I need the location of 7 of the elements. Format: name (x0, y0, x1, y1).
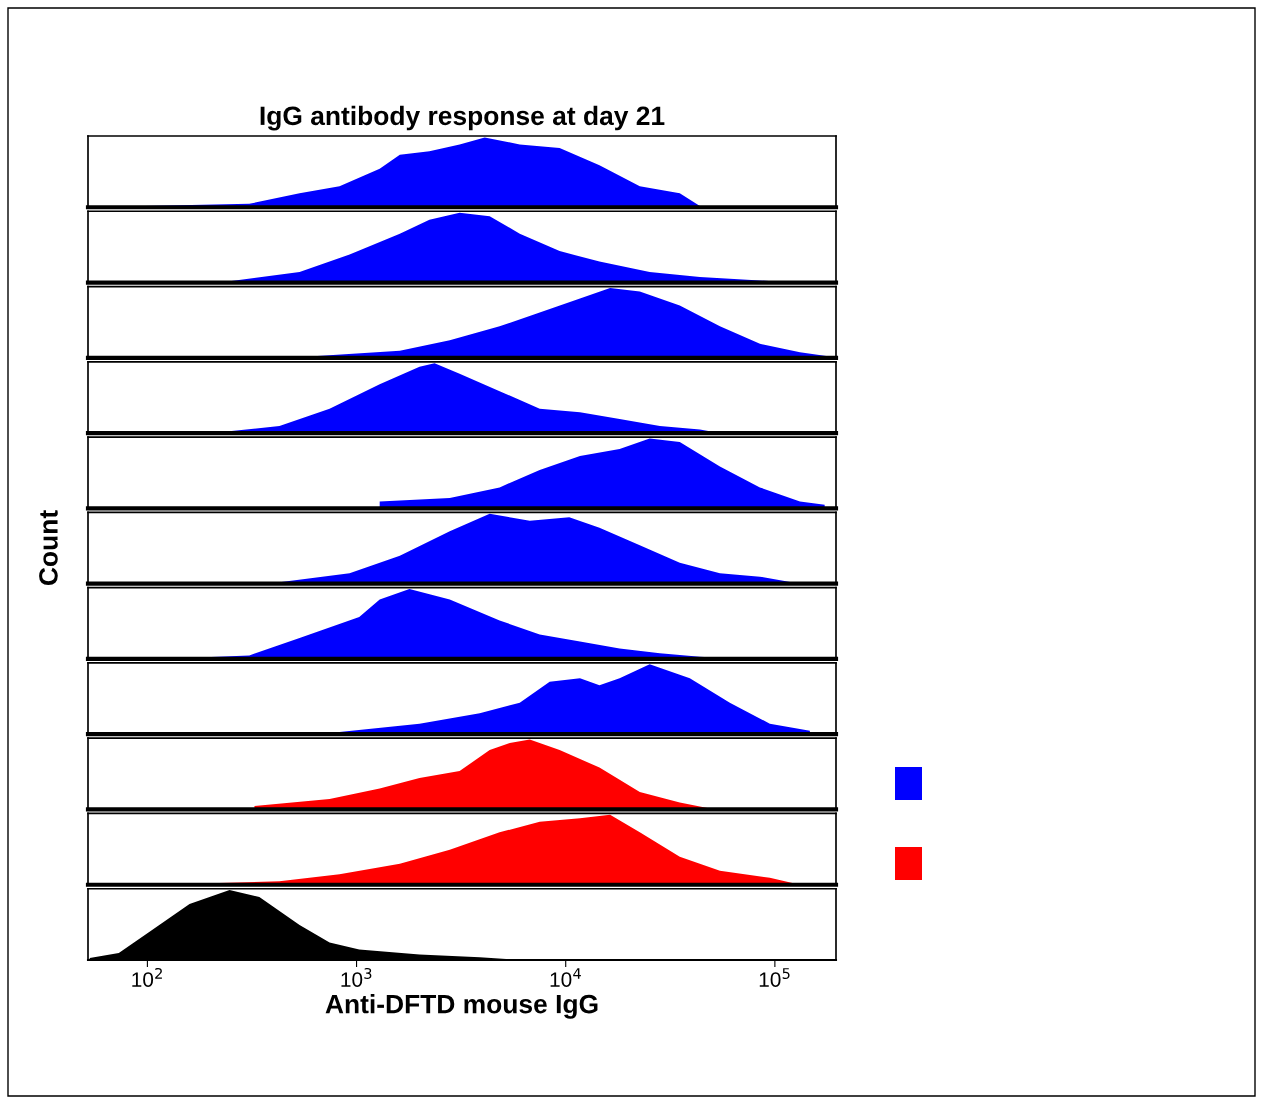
y-axis-title: Count (39, 510, 58, 586)
x-tick-label: 10$^{4}$ (550, 968, 581, 987)
x-tick-label: 10$^{3}$ (341, 967, 372, 987)
x-tick-label: 10$^{5}$ (759, 968, 790, 987)
chart-title: IgG antibody response at day 21 (260, 105, 665, 131)
x-axis-title: Anti-DFTD mouse IgG (325, 994, 598, 1019)
x-tick-label: 10$^{2}$ (132, 967, 162, 987)
